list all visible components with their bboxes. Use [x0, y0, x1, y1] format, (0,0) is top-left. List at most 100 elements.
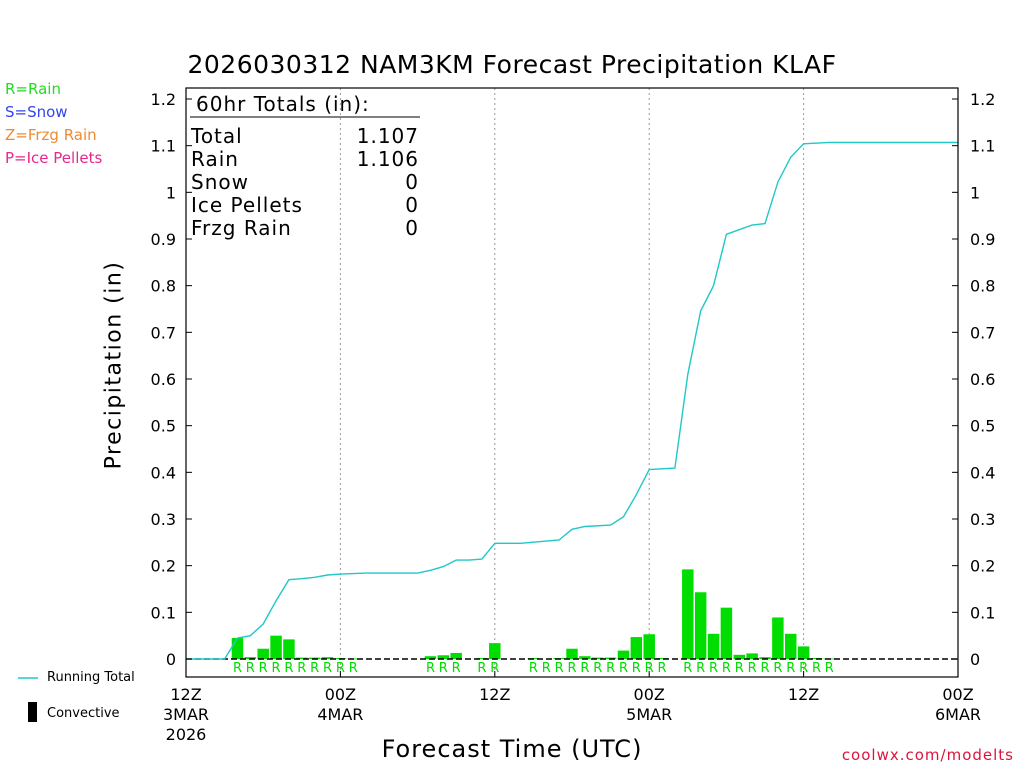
rain-bar: [437, 655, 450, 659]
totals-row-value: 0: [405, 216, 419, 240]
totals-header: 60hr Totals (in):: [196, 92, 370, 116]
x-tick-label: 00Z: [634, 685, 665, 704]
rain-type-marker: R: [439, 661, 448, 676]
rain-type-marker: R: [812, 661, 821, 676]
rain-type-marker: R: [786, 661, 795, 676]
y-ticks-left: 0 0.1 0.2 0.3 0.4 0.5 0.6 0.7 0.8 0.9 1 1.1 1.2: [151, 90, 192, 669]
rain-type-marker: R: [632, 661, 641, 676]
rain-bar: [797, 646, 810, 659]
y-tick-label: 0.2: [970, 557, 995, 576]
rain-type-marker: R: [323, 661, 332, 676]
y-tick-label: 1: [970, 183, 980, 202]
y-tick-label: 0.2: [151, 557, 176, 576]
rain-bar: [630, 637, 643, 659]
rain-bar: [424, 656, 437, 659]
rain-bar: [707, 633, 720, 659]
legend-convective-swatch: [28, 702, 37, 722]
site-credit: coolwx.com/modelts: [841, 746, 1014, 764]
y-tick-label: 1.1: [970, 137, 995, 156]
rain-type-marker: R: [477, 661, 486, 676]
y-tick-label: 0.7: [151, 323, 176, 342]
totals-row-value: 1.107: [357, 124, 419, 148]
rain-bar: [231, 638, 244, 659]
running-total-line: [186, 141, 958, 660]
legend-freezing-rain: Z=Frzg Rain: [5, 126, 97, 144]
rain-type-marker: R: [259, 661, 268, 676]
rain-type-marker: R: [542, 661, 551, 676]
y-tick-label: 0.9: [151, 230, 176, 249]
x-tick-label: 00Z: [325, 685, 356, 704]
rain-type-marker: R: [452, 661, 461, 676]
rain-bar: [785, 633, 797, 659]
rain-type-marker: R: [696, 661, 705, 676]
rain-type-marker: R: [336, 661, 345, 676]
rain-bar: [476, 658, 488, 659]
rain-bar: [579, 656, 591, 659]
y-tick-label: 0.8: [151, 277, 176, 296]
rain-bar: [296, 657, 308, 659]
rain-type-marker: R: [606, 661, 615, 676]
rain-type-marker: R: [284, 661, 293, 676]
y-tick-label: 0.3: [970, 510, 995, 529]
totals-row-label: Frzg Rain: [191, 216, 292, 240]
rain-bar: [244, 657, 257, 659]
totals-row-value: 0: [405, 170, 419, 194]
rain-bar: [257, 648, 269, 659]
y-tick-label: 1.2: [151, 90, 176, 109]
legend-ice-pellets: P=Ice Pellets: [5, 149, 103, 167]
rain-bar: [592, 657, 604, 659]
rain-bar: [643, 634, 655, 659]
rain-bar: [759, 657, 771, 659]
rain-type-marker: R: [529, 661, 538, 676]
x-axis-label-text: Forecast Time (UTC): [381, 735, 643, 763]
x-tick-date: 6MAR: [935, 705, 981, 724]
x-tick-date: 5MAR: [626, 705, 672, 724]
rain-type-marker: R: [658, 661, 667, 676]
x-tick-label: 00Z: [942, 685, 973, 704]
y-tick-label: 0.1: [151, 603, 176, 622]
rain-type-marker: R: [825, 661, 834, 676]
x-tick-date: 4MAR: [317, 705, 363, 724]
y-tick-label: 0.1: [970, 603, 995, 622]
y-tick-label: 0.4: [151, 463, 176, 482]
x-tick-date: 3MAR: [163, 705, 209, 724]
rain-bar: [283, 639, 295, 659]
rain-type-marker: R: [709, 661, 718, 676]
rain-type-marker: R: [246, 661, 255, 676]
gridlines: [339, 88, 805, 677]
rain-type-marker: R: [567, 661, 576, 676]
rain-type-marker: R: [760, 661, 769, 676]
rain-type-marker: R: [799, 661, 808, 676]
rain-type-marker: R: [645, 661, 654, 676]
rain-type-marker: R: [233, 661, 242, 676]
rain-type-marker: R: [310, 661, 319, 676]
y-tick-label: 0: [166, 650, 176, 669]
rain-type-marker: R: [593, 661, 602, 676]
rain-type-marker: R: [272, 661, 281, 676]
y-ticks-right: 0 0.1 0.2 0.3 0.4 0.5 0.6 0.7 0.8 0.9 1 1.1 1.2: [952, 90, 995, 669]
totals-row-label: Ice Pellets: [191, 193, 303, 217]
y-tick-label: 0.6: [970, 370, 995, 389]
x-tick-label: 12Z: [788, 685, 819, 704]
totals-box: 60hr Totals (in): Total 1.107 Rain 1.106 Snow…: [190, 92, 420, 240]
totals-row-label: Snow: [191, 170, 249, 194]
y-tick-label: 0.5: [970, 417, 995, 436]
rain-type-marker: R: [683, 661, 692, 676]
rain-bar: [450, 652, 462, 659]
legend-convective-label: Convective: [47, 706, 120, 721]
y-tick-label: 0.4: [970, 463, 995, 482]
rain-bar: [746, 653, 758, 659]
totals-row-label: Total: [190, 124, 243, 148]
rain-type-marker: R: [349, 661, 358, 676]
y-tick-label: 0.3: [151, 510, 176, 529]
rain-bar: [489, 643, 501, 659]
y-tick-label: 0.9: [970, 230, 995, 249]
rain-type-marker: R: [619, 661, 628, 676]
rain-bar: [694, 592, 707, 659]
rain-bar: [566, 648, 578, 659]
rain-type-marker: R: [748, 661, 757, 676]
legend-rain: R=Rain: [5, 80, 61, 98]
y-tick-label: 1.1: [151, 137, 176, 156]
rain-type-marker: R: [722, 661, 731, 676]
